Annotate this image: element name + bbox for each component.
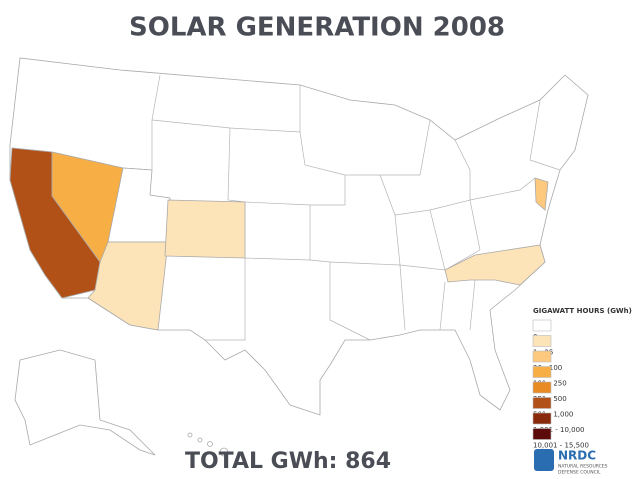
- logo-name: NRDC: [558, 449, 596, 463]
- island: [219, 447, 229, 457]
- legend-swatch: [532, 335, 552, 347]
- legend-swatch: [532, 350, 552, 363]
- total: TOTAL GWh: 864: [185, 449, 391, 474]
- legend-swatch: [532, 366, 552, 378]
- state: [164, 199, 246, 259]
- hawaii: [187, 432, 229, 457]
- map: [9, 57, 589, 457]
- island: [207, 441, 213, 447]
- legend-title: GIGAWATT HOURS (GWh): [533, 307, 632, 315]
- logo-icon: [534, 449, 554, 471]
- state: [534, 177, 549, 211]
- legend-label: 10,001 - 15,500: [533, 442, 589, 450]
- state-borders: [11, 74, 561, 341]
- legend-label: 1,001 - 10,000: [533, 426, 585, 434]
- logo: NRDC NATURAL RESOURCES DEFENSE COUNCIL: [534, 449, 608, 476]
- state: [87, 241, 169, 331]
- alaska: [14, 349, 156, 456]
- legend-swatch: [532, 412, 552, 425]
- logo-line: DEFENSE COUNCIL: [558, 470, 601, 476]
- title: SOLAR GENERATION 2008: [129, 13, 505, 43]
- legend-label: 501 - 1,000: [533, 411, 573, 419]
- island: [187, 432, 193, 438]
- logo-line: NATURAL RESOURCES: [558, 464, 608, 470]
- island: [197, 437, 203, 443]
- legend-swatch: [532, 319, 552, 332]
- legend-swatch: [532, 381, 552, 394]
- state: [444, 244, 546, 286]
- legend-swatch: [532, 397, 552, 409]
- legend: GIGAWATT HOURS (GWh) 01 - 2526 - 100101 …: [532, 307, 632, 450]
- legend-swatch: [532, 428, 552, 440]
